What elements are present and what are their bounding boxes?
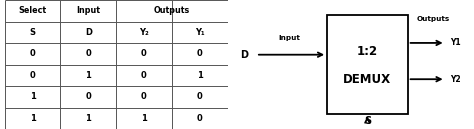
Text: 0: 0: [197, 114, 202, 123]
Text: 1: 1: [85, 71, 91, 80]
Text: 0: 0: [85, 92, 91, 101]
Text: Y1: Y1: [450, 38, 461, 47]
Text: S: S: [29, 28, 36, 37]
Text: DEMUX: DEMUX: [343, 74, 392, 86]
Text: 0: 0: [197, 49, 202, 58]
Polygon shape: [327, 15, 408, 114]
Text: 0: 0: [30, 49, 36, 58]
Text: 1: 1: [141, 114, 147, 123]
Text: 1: 1: [30, 92, 36, 101]
Text: S: S: [364, 116, 371, 126]
Text: 0: 0: [141, 49, 147, 58]
Text: 0: 0: [30, 71, 36, 80]
Text: Input: Input: [278, 34, 300, 41]
Text: Select: Select: [18, 6, 46, 15]
Text: D: D: [240, 50, 248, 60]
Text: 0: 0: [141, 71, 147, 80]
Text: Input: Input: [76, 6, 100, 15]
Text: 1: 1: [85, 114, 91, 123]
Text: Y2: Y2: [450, 75, 461, 84]
Text: 0: 0: [197, 92, 202, 101]
Text: 0: 0: [85, 49, 91, 58]
Text: 1:2: 1:2: [357, 45, 378, 58]
Text: 1: 1: [30, 114, 36, 123]
Text: Outputs: Outputs: [154, 6, 190, 15]
Text: Outputs: Outputs: [417, 16, 450, 22]
Text: Y₁: Y₁: [195, 28, 204, 37]
Text: D: D: [85, 28, 92, 37]
Text: 1: 1: [197, 71, 202, 80]
Text: Y₂: Y₂: [139, 28, 149, 37]
Text: 0: 0: [141, 92, 147, 101]
